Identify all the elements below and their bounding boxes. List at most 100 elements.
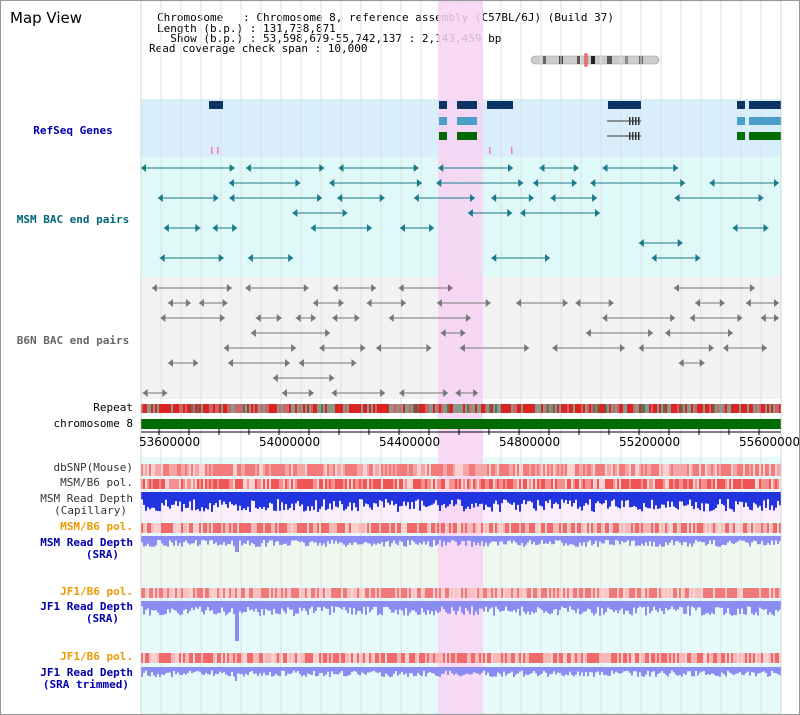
- polymorphism-cell: [301, 653, 303, 663]
- refseq-exon: [635, 132, 637, 140]
- polymorphism-cell: [755, 588, 757, 598]
- jf1-trimmed-depth-bar: [263, 667, 265, 673]
- polymorphism-cell: [211, 588, 213, 598]
- polymorphism-cell: [177, 653, 179, 663]
- polymorphism-cell: [633, 479, 635, 489]
- polymorphism-cell: [717, 523, 719, 533]
- msm-sra-depth-bar: [579, 536, 581, 543]
- jf1-sra-depth-bar: [509, 601, 511, 612]
- msm-sra-depth-bar: [615, 536, 617, 541]
- jf1-trimmed-depth-bar: [541, 667, 543, 674]
- polymorphism-cell: [657, 523, 659, 533]
- jf1-trimmed-depth-bar: [231, 667, 233, 672]
- msm-sra-depth-bar: [173, 536, 175, 546]
- repeat-element: [451, 404, 453, 413]
- polymorphism-cell: [393, 653, 395, 663]
- msm-bac-end-pairs-label[interactable]: MSM BAC end pairs: [16, 213, 130, 226]
- repeat-element: [481, 404, 483, 413]
- polymorphism-cell: [405, 479, 407, 489]
- polymorphism-cell: [317, 479, 319, 489]
- polymorphism-cell: [325, 479, 327, 489]
- polymorphism-cell: [683, 653, 685, 663]
- capillary-depth-bar: [653, 492, 655, 510]
- polymorphism-cell: [705, 653, 707, 663]
- jf1-trimmed-depth-bar: [183, 667, 185, 674]
- polymorphism-cell: [459, 588, 461, 598]
- capillary-depth-bar: [379, 492, 381, 501]
- msm-bac-pair-end: [228, 179, 234, 187]
- polymorphism-cell: [597, 479, 599, 489]
- polymorphism-cell: [273, 464, 275, 476]
- jf1-sra-depth-bar: [145, 601, 147, 611]
- polymorphism-cell: [555, 588, 557, 598]
- jf1-trimmed-depth-bar: [681, 667, 683, 677]
- jf1-trimmed-depth-bar: [237, 667, 239, 674]
- polymorphism-cell: [187, 653, 189, 663]
- jf1-sra-depth-bar: [621, 601, 623, 609]
- polymorphism-cell: [629, 588, 631, 598]
- jf1-trimmed-depth-bar: [219, 667, 221, 672]
- polymorphism-cell: [701, 523, 703, 533]
- jf1-sra-depth-bar: [349, 601, 351, 608]
- polymorphism-cell: [231, 653, 233, 663]
- polymorphism-cell: [387, 479, 389, 489]
- jf1-trimmed-depth-bar: [685, 667, 687, 675]
- capillary-depth-bar: [489, 492, 491, 508]
- msm-bac-pair-end: [163, 224, 169, 232]
- polymorphism-cell: [743, 523, 745, 533]
- polymorphism-cell: [359, 523, 361, 533]
- polymorphism-cell: [175, 523, 177, 533]
- b6n-bac-pair-end: [399, 389, 405, 397]
- polymorphism-cell: [243, 588, 245, 598]
- polymorphism-cell: [675, 653, 677, 663]
- polymorphism-cell: [713, 523, 715, 533]
- polymorphism-cell: [449, 653, 451, 663]
- polymorphism-cell: [563, 464, 565, 476]
- b6n-bac-pair-end: [608, 299, 614, 307]
- repeat-element: [151, 404, 153, 413]
- polymorphism-cell: [217, 479, 219, 489]
- msm-bac-pair-end: [491, 254, 497, 262]
- capillary-depth-bar: [257, 492, 259, 509]
- polymorphism-cell: [257, 523, 259, 533]
- polymorphism-cell: [173, 479, 175, 489]
- repeat-element: [615, 404, 617, 413]
- polymorphism-cell: [455, 464, 457, 476]
- msm-sra-depth-bar: [479, 536, 481, 546]
- polymorphism-cell: [203, 653, 205, 663]
- jf1-sra-depth-bar: [647, 601, 649, 607]
- repeat-element: [349, 404, 351, 413]
- jf1-sra-depth-bar: [649, 601, 651, 614]
- jf1-trimmed-depth-bar: [527, 667, 529, 676]
- polymorphism-cell: [639, 588, 641, 598]
- refseq-genes-label[interactable]: RefSeq Genes: [33, 124, 113, 137]
- polymorphism-cell: [553, 479, 555, 489]
- polymorphism-cell: [187, 588, 189, 598]
- polymorphism-cell: [737, 588, 739, 598]
- polymorphism-cell: [591, 523, 593, 533]
- b6n-bac-pair-end: [401, 299, 407, 307]
- jf1-trimmed-depth-bar: [651, 667, 653, 673]
- repeat-element: [407, 404, 409, 413]
- msm-sra-depth-bar: [171, 536, 173, 543]
- capillary-depth-bar: [605, 492, 607, 501]
- capillary-depth-bar: [499, 492, 501, 512]
- jf1-trimmed-depth-bar: [223, 667, 225, 673]
- msm-sra-depth-bar: [629, 536, 631, 546]
- b6n-bac-end-pairs-label[interactable]: B6N BAC end pairs: [16, 334, 130, 347]
- jf1-sra-depth-bar: [469, 601, 471, 615]
- polymorphism-cell: [519, 523, 521, 533]
- repeat-element: [145, 404, 147, 413]
- msm-sra-depth-bar: [349, 536, 351, 543]
- length-info-line: Length (b.p.) : 131,738,871: [157, 22, 336, 35]
- jf1-sra-depth-bar: [761, 601, 763, 610]
- repeat-element: [201, 404, 203, 413]
- msm-sra-depth-bar: [575, 536, 577, 547]
- capillary-depth-bar: [293, 492, 295, 511]
- coverage-span-info-line: Read coverage check span : 10,000: [149, 42, 368, 55]
- jf1-trimmed-depth-bar: [717, 667, 719, 676]
- jf1-trimmed-depth-bar: [529, 667, 531, 675]
- msm-bac-pair-end: [594, 209, 600, 217]
- jf1-sra-depth-bar: [341, 601, 343, 610]
